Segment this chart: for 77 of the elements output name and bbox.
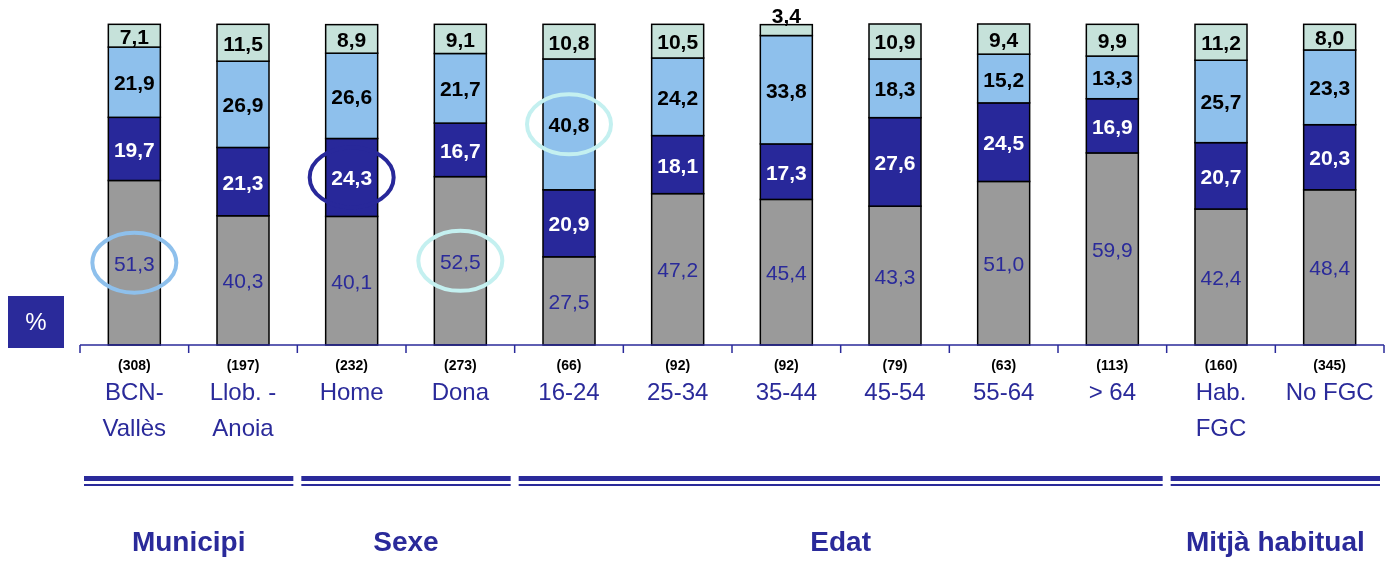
- data-label: 20,7: [1200, 164, 1242, 188]
- x-tick-label: Hab. FGC: [1195, 378, 1247, 441]
- data-label: 7,1: [119, 24, 150, 48]
- x-tick-label: 25-34: [646, 378, 709, 405]
- x-tick-label: No FGC: [1285, 378, 1374, 405]
- data-label: 52,5: [439, 249, 481, 273]
- data-label: 18,1: [657, 153, 699, 177]
- data-label: 19,7: [113, 137, 155, 161]
- data-label: 16,7: [439, 138, 481, 162]
- data-label: 26,9: [222, 93, 264, 117]
- x-tick-label: > 64: [1088, 378, 1137, 405]
- data-label: 25,7: [1200, 90, 1242, 114]
- data-label: 24,5: [983, 131, 1025, 155]
- text: (66): [556, 357, 582, 373]
- data-label: 23,3: [1309, 76, 1351, 100]
- x-tick-label: Home: [319, 378, 384, 405]
- text: (345): [1313, 357, 1347, 373]
- data-label: 21,3: [222, 170, 264, 194]
- x-tick-label: BCN-Vallès: [102, 378, 167, 441]
- data-label: 51,0: [983, 252, 1025, 276]
- data-label: 40,3: [222, 269, 264, 293]
- x-tick-label: Dona: [431, 378, 490, 405]
- data-label: 51,3: [113, 251, 155, 275]
- text: (273): [443, 357, 477, 373]
- data-label: 20,3: [1309, 146, 1351, 170]
- text: Sexe: [373, 526, 439, 557]
- x-tick-label: Llob. - Anoia: [209, 378, 277, 441]
- x-tick-label: 55-64: [972, 378, 1035, 405]
- data-label: 8,9: [337, 27, 367, 51]
- text: (232): [335, 357, 369, 373]
- text: Mitjà habitual: [1185, 526, 1365, 557]
- data-label: 10,5: [657, 30, 699, 54]
- x-tick-label: 16-24: [538, 378, 600, 405]
- data-label: 43,3: [874, 264, 916, 288]
- data-label: 42,4: [1200, 266, 1242, 290]
- data-label: 21,9: [113, 71, 155, 95]
- text: Edat: [810, 526, 872, 557]
- data-label: 16,9: [1091, 114, 1133, 138]
- data-label: 24,2: [657, 85, 699, 109]
- text: (160): [1204, 357, 1238, 373]
- data-label: 48,4: [1309, 256, 1351, 280]
- text: (92): [773, 357, 799, 373]
- data-label: 9,4: [989, 28, 1019, 52]
- data-label: 20,9: [548, 212, 590, 236]
- data-label: 9,1: [445, 27, 476, 51]
- data-label: 47,2: [657, 258, 699, 282]
- data-label: 24,3: [331, 166, 373, 190]
- data-label: 26,6: [331, 84, 373, 108]
- text: (63): [991, 357, 1017, 373]
- data-label: 18,3: [874, 77, 916, 101]
- data-label: 17,3: [765, 160, 807, 184]
- text: (79): [882, 357, 908, 373]
- y-axis-title: %: [25, 308, 47, 335]
- data-label: 40,8: [548, 113, 590, 137]
- text: Municipi: [131, 526, 246, 557]
- text: (308): [117, 357, 151, 373]
- data-label: 21,7: [439, 77, 481, 101]
- text: (197): [226, 357, 260, 373]
- data-label: 45,4: [765, 261, 808, 285]
- data-label: 10,9: [874, 30, 916, 54]
- data-label: 13,3: [1091, 66, 1133, 90]
- x-tick-label: 35-44: [755, 378, 818, 405]
- data-label: 10,8: [548, 30, 590, 54]
- text: (113): [1096, 357, 1129, 373]
- data-label: 27,6: [874, 150, 916, 174]
- data-label: 11,5: [223, 31, 264, 55]
- x-tick-label: 45-54: [864, 378, 926, 405]
- data-label: 9,9: [1097, 29, 1127, 53]
- text: (92): [665, 357, 691, 373]
- data-label: 40,1: [331, 269, 373, 293]
- data-label: 3,4: [771, 3, 802, 27]
- data-label: 33,8: [765, 78, 808, 102]
- data-label: 27,5: [548, 289, 590, 313]
- data-label: 8,0: [1315, 26, 1345, 50]
- data-label: 59,9: [1091, 237, 1133, 261]
- data-label: 15,2: [983, 67, 1025, 91]
- data-label: 11,2: [1201, 31, 1241, 55]
